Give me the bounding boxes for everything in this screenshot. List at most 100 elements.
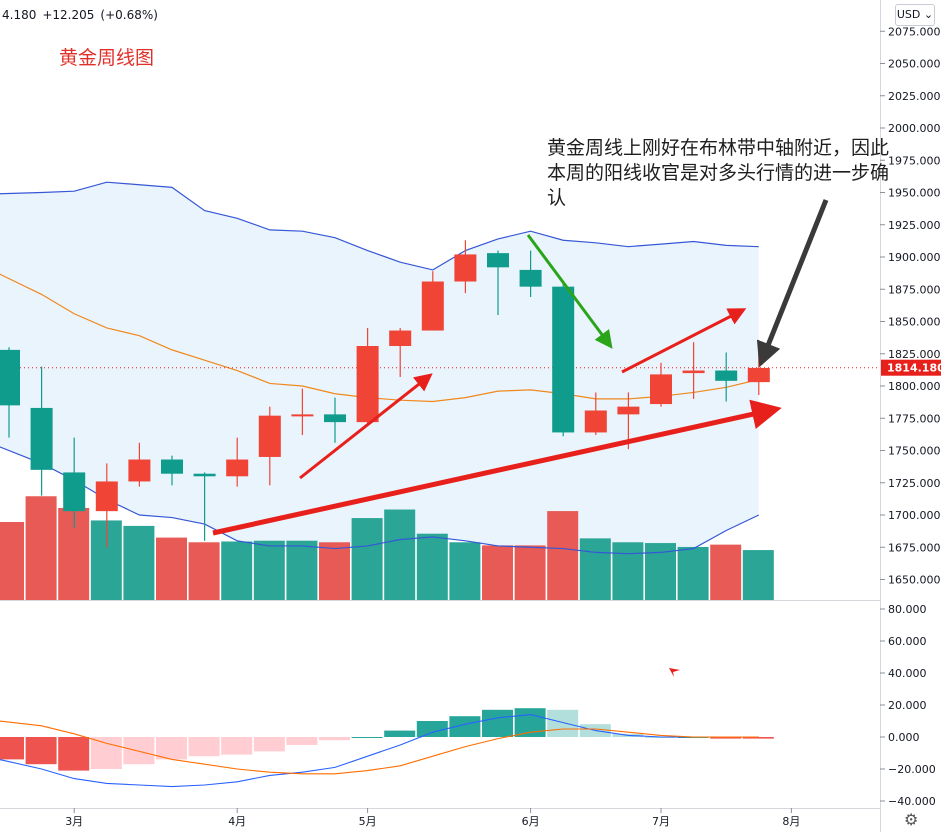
candle-body <box>128 459 151 482</box>
bollinger-lower-line <box>0 446 760 555</box>
price-tick-label: 1700.000 <box>888 509 941 522</box>
macd-histogram-bar <box>449 716 481 737</box>
time-tick-label: 4月 <box>228 815 246 828</box>
candle-body <box>519 269 542 287</box>
price-tick-label: 2025.000 <box>888 90 941 103</box>
price-tick-label: 1800.000 <box>888 380 941 393</box>
volume-bar <box>286 540 318 600</box>
candle-body <box>161 459 183 474</box>
macd-tick-label: 20.000 <box>888 699 927 712</box>
candle-body <box>487 253 509 268</box>
candle-body <box>324 414 346 423</box>
currency-label: USD <box>896 8 921 21</box>
volume-bar <box>416 533 448 600</box>
price-tick-label: 2075.000 <box>888 25 941 38</box>
price-axis-bg <box>880 0 949 832</box>
bollinger-middle-line <box>0 273 759 403</box>
candle-body <box>30 407 53 470</box>
candle-body <box>95 481 118 512</box>
candle-body <box>715 370 738 381</box>
price-tick-label: 1825.000 <box>888 348 941 361</box>
macd-histogram-bar <box>319 737 350 741</box>
candle-body <box>421 281 444 331</box>
last-price-label: 1814.180 <box>887 362 945 375</box>
candle-body <box>258 415 281 457</box>
volume-bar <box>677 546 709 600</box>
arrow-up-rally <box>299 373 433 480</box>
time-tick-label: 8月 <box>782 815 800 828</box>
volume-bar <box>319 542 350 600</box>
macd-histogram-bar <box>0 737 24 760</box>
volume-layer <box>0 496 774 600</box>
candle-body <box>650 374 672 405</box>
macd-histogram-bar <box>416 721 448 737</box>
candle-body <box>291 414 314 417</box>
macd-histogram-bar <box>90 737 122 769</box>
volume-bar <box>384 509 416 600</box>
price-tick-label: 1850.000 <box>888 316 941 329</box>
macd-histogram-bar <box>286 737 318 745</box>
candle-body <box>356 346 379 423</box>
macd-tick-label: −20.000 <box>888 763 936 776</box>
last-price-badge <box>881 359 941 376</box>
price-change-pct: (+0.68%) <box>100 8 158 22</box>
candle-body <box>584 410 607 433</box>
volume-bar <box>156 537 187 600</box>
volume-bar <box>612 542 644 600</box>
volume-bar <box>742 550 774 600</box>
volume-bar <box>253 540 285 600</box>
macd-histogram-bar <box>351 737 383 738</box>
macd-histogram-bar <box>253 737 285 752</box>
arrow-long-trend <box>212 399 782 536</box>
macd-tick-label: 40.000 <box>888 667 927 680</box>
candles-layer <box>0 240 770 548</box>
macd-histogram-bar <box>221 737 253 755</box>
candle-body <box>617 406 640 415</box>
macd-histogram-bar <box>547 709 579 737</box>
macd-histogram-bar <box>710 737 742 739</box>
volume-bar <box>710 544 742 600</box>
bollinger-upper-line <box>0 181 759 271</box>
price-tick-label: 1675.000 <box>888 541 941 554</box>
macd-histogram-bar <box>123 737 155 765</box>
macd-histogram-bar <box>482 709 513 737</box>
candle-body <box>63 472 86 512</box>
annotation-text: 黄金周线上刚好在布林带中轴附近，因此本周的阳线收官是对多头行情的进一步确认 <box>547 137 890 209</box>
volume-bar <box>188 542 220 600</box>
time-tick-label: 5月 <box>359 815 377 828</box>
price-tick-label: 2000.000 <box>888 122 941 135</box>
macd-tick-label: 0.000 <box>888 731 920 744</box>
price-tick-label: 1975.000 <box>888 154 941 167</box>
volume-bar <box>482 545 513 600</box>
time-tick-label: 3月 <box>65 815 83 828</box>
price-tick-label: 1925.000 <box>888 219 941 232</box>
cursor-marker-icon <box>669 668 680 677</box>
volume-bar <box>123 525 155 600</box>
candle-body <box>682 370 705 374</box>
price-tick-label: 1900.000 <box>888 251 941 264</box>
arrow-recent-uptrend <box>621 308 747 374</box>
price-tick-label: 1950.000 <box>888 187 941 200</box>
macd-histogram-bar <box>188 737 220 757</box>
price-tick-label: 1775.000 <box>888 412 941 425</box>
price-tick-label: 1750.000 <box>888 445 941 458</box>
candle-body <box>0 349 20 406</box>
volume-bar <box>547 511 579 600</box>
time-tick-label: 6月 <box>522 815 540 828</box>
macd-tick-label: 60.000 <box>888 635 927 648</box>
volume-bar <box>221 541 253 600</box>
gear-icon[interactable]: ⚙ <box>904 810 919 829</box>
volume-bar <box>0 522 24 600</box>
currency-selector[interactable]: USD ⌄ <box>895 4 935 26</box>
candle-body <box>226 459 249 477</box>
candle-body <box>747 367 770 383</box>
price-fragment: 4.180 <box>2 8 37 22</box>
annotation-arrows-layer <box>212 199 829 536</box>
price-tick-label: 1875.000 <box>888 283 941 296</box>
chevron-down-icon: ⌄ <box>920 8 934 21</box>
volume-bar <box>514 545 546 600</box>
ohlc-legend: 4.180 +12.205 (+0.68%) <box>2 8 164 22</box>
